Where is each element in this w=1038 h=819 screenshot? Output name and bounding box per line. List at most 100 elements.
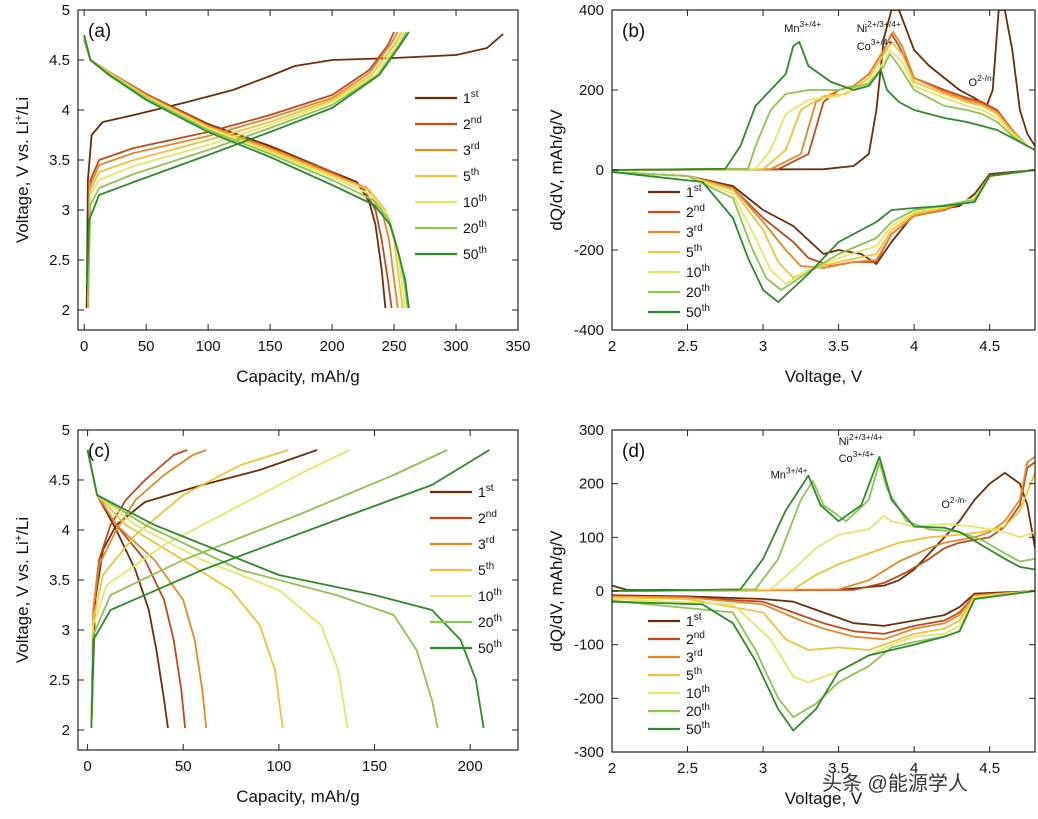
legend-label: 1st <box>686 183 702 200</box>
annotation-ni: Ni2+/3+/4+ <box>839 432 883 448</box>
x-tick-label: 3.5 <box>828 760 849 777</box>
series-20th-discharge <box>612 169 1035 291</box>
x-tick-label: 2.5 <box>677 760 698 777</box>
series-2nd-discharge <box>86 449 186 729</box>
legend-label: 5th <box>686 666 702 683</box>
annotation-mn: Mn3+/4+ <box>771 465 808 481</box>
panel-letter: (b) <box>622 21 645 42</box>
legend-label: 10th <box>686 263 710 280</box>
x-tick-label: 3.5 <box>828 338 849 355</box>
legend-label: 20th <box>478 613 502 630</box>
annotation-o: O2-/n- <box>969 73 995 89</box>
x-axis-title: Voltage, V <box>785 367 863 386</box>
x-tick-label: 2 <box>608 338 616 355</box>
annotation-co: Co3+/4+ <box>857 37 893 53</box>
series-5th-charge <box>87 31 403 309</box>
legend-b: 1st 2nd 3rd 5th 10th 20th 50th <box>648 183 710 320</box>
panel-letter: (c) <box>88 441 110 462</box>
series-10th-charge <box>612 49 1035 171</box>
series-10th-discharge <box>86 449 349 729</box>
x-tick-label: 4.5 <box>979 338 1000 355</box>
y-tick-label: 3 <box>62 622 70 639</box>
y-tick-label: 4.5 <box>49 52 70 69</box>
x-tick-label: 250 <box>382 338 407 355</box>
series-1st-charge <box>85 33 504 309</box>
legend-label: 10th <box>463 193 487 210</box>
y-tick-label: -400 <box>574 322 604 339</box>
series-2nd-discharge <box>612 590 1035 635</box>
series-1st-discharge <box>612 169 1035 265</box>
series-5th-charge <box>90 449 289 729</box>
y-tick-label: 3 <box>62 202 70 219</box>
y-tick-label: 4 <box>62 522 70 539</box>
series-50th-discharge <box>612 169 1035 303</box>
series-2nd-charge <box>612 33 1035 171</box>
x-tick-label: 150 <box>362 758 387 775</box>
series-1st-charge <box>612 10 1035 171</box>
x-tick-label: 3 <box>759 338 767 355</box>
legend-label: 2nd <box>478 509 497 526</box>
y-axis-title: dQ/dV, mAh/g/V <box>547 109 566 231</box>
series-3rd-discharge <box>612 590 1035 641</box>
series-50th-charge <box>612 41 1035 171</box>
x-tick-label: 2 <box>608 760 616 777</box>
series-10th-charge <box>612 515 1035 592</box>
legend-label: 1st <box>463 89 479 106</box>
watermark-text: 头条 @能源学人 <box>822 772 968 795</box>
series-1st-discharge <box>83 39 387 309</box>
series-50th-charge <box>85 31 410 286</box>
x-axis-title: Capacity, mAh/g <box>236 367 359 386</box>
series-50th-discharge <box>612 590 1035 732</box>
x-tick-label: 0 <box>83 758 91 775</box>
x-tick-label: 200 <box>320 338 345 355</box>
y-tick-label: 5 <box>62 422 70 439</box>
panel-letter: (a) <box>88 21 111 42</box>
series-3rd-discharge <box>86 449 208 729</box>
series-5th-charge <box>612 41 1035 171</box>
series-20th-charge <box>87 31 408 309</box>
series-5th-charge <box>612 472 1035 592</box>
series-3rd-charge <box>612 31 1035 171</box>
y-tick-label: 2 <box>62 302 70 319</box>
y-tick-label: 2.5 <box>49 252 70 269</box>
series-2nd-discharge <box>83 37 393 309</box>
y-tick-label: -200 <box>574 690 604 707</box>
series-group <box>612 455 1035 732</box>
plot-frame <box>77 429 519 751</box>
legend-label: 5th <box>686 243 702 260</box>
plot-frame <box>77 9 519 331</box>
series-5th-discharge <box>612 169 1035 279</box>
legend-label: 2nd <box>686 203 705 220</box>
series-20th-charge <box>90 449 448 729</box>
annotation-co: Co3+/4+ <box>839 449 875 465</box>
y-axis-title: Voltage, V vs. Li+/Li <box>13 97 32 243</box>
y-tick-label: 3.5 <box>49 572 70 589</box>
x-tick-label: 4 <box>910 760 918 777</box>
series-50th-discharge <box>86 449 485 729</box>
y-tick-label: 400 <box>579 2 604 19</box>
series-3rd-charge <box>90 449 207 729</box>
series-group <box>86 449 490 729</box>
series-10th-charge <box>90 449 351 729</box>
y-tick-label: -100 <box>574 637 604 654</box>
x-tick-label: 0 <box>80 338 88 355</box>
series-50th-discharge <box>83 34 410 309</box>
legend-label: 3rd <box>686 223 703 240</box>
y-tick-label: 300 <box>579 422 604 439</box>
y-tick-label: 100 <box>579 529 604 546</box>
legend-c: 1st 2nd 3rd 5th 10th 20th 50th <box>430 483 502 656</box>
panel-letter: (d) <box>622 441 645 462</box>
annotation-mn: Mn3+/4+ <box>784 19 821 35</box>
legend-label: 20th <box>463 219 487 236</box>
y-axis-title: dQ/dV, mAh/g/V <box>547 530 566 652</box>
legend-label: 2nd <box>686 630 705 647</box>
y-tick-label: 5 <box>62 2 70 19</box>
series-1st-discharge <box>612 590 1035 627</box>
series-50th-charge <box>90 449 490 729</box>
x-tick-label: 300 <box>444 338 469 355</box>
y-tick-label: 3.5 <box>49 152 70 169</box>
series-group <box>612 10 1035 303</box>
series-20th-charge <box>612 53 1035 171</box>
series-5th-discharge <box>86 449 284 729</box>
series-3rd-charge <box>612 456 1035 592</box>
